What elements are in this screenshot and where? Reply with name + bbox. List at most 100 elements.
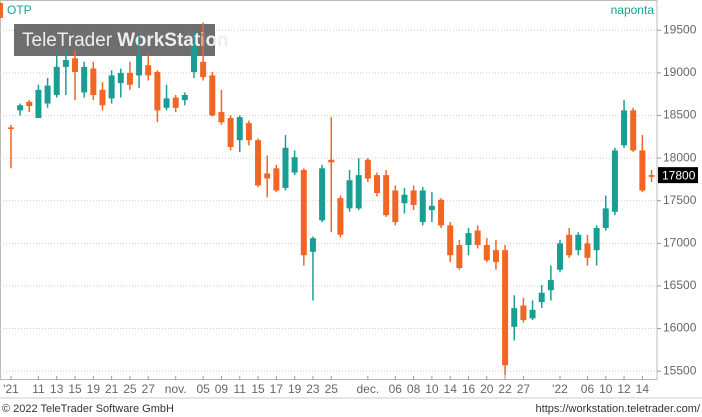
candle-body — [255, 140, 262, 186]
symbol-marker — [0, 3, 3, 18]
x-tick-label: 27 — [517, 382, 531, 396]
candle-body — [392, 190, 399, 223]
candle-body — [456, 245, 463, 269]
candle-body — [53, 66, 60, 96]
y-tick-label: 16000 — [663, 321, 697, 335]
candle-body — [300, 170, 307, 256]
candle-body — [611, 150, 618, 212]
x-tick-label: 12 — [617, 382, 631, 396]
candle-body — [502, 250, 509, 366]
candle-body — [337, 198, 344, 235]
x-tick-label: 25 — [123, 382, 137, 396]
candle-body — [401, 194, 408, 204]
x-tick-label: '21 — [3, 382, 19, 396]
candle-body — [566, 234, 573, 256]
candle-body — [547, 279, 554, 291]
candle-body — [90, 68, 97, 96]
y-tick-label: 17500 — [663, 193, 697, 207]
x-tick-label: 22 — [498, 382, 512, 396]
x-tick-label: 06 — [581, 382, 595, 396]
candle-body — [428, 205, 435, 211]
candle-body — [648, 175, 655, 177]
candle-body — [154, 71, 161, 111]
candle-body — [200, 61, 207, 78]
x-tick-label: 15 — [68, 382, 82, 396]
x-tick-label: 23 — [306, 382, 320, 396]
candle-body — [136, 54, 143, 76]
x-tick-label: 27 — [142, 382, 156, 396]
candle-body — [511, 308, 518, 327]
candle-body — [44, 85, 51, 104]
x-tick-label: 10 — [425, 382, 439, 396]
candle-body — [181, 95, 188, 101]
watermark-box — [14, 24, 215, 56]
candle-body — [639, 150, 646, 191]
copyright: © 2022 TeleTrader Software GmbH — [2, 403, 174, 415]
candles — [7, 22, 655, 376]
candle-body — [264, 173, 271, 179]
candle-body — [346, 180, 353, 209]
candle-body — [282, 147, 289, 188]
y-tick-label: 17000 — [663, 235, 697, 249]
candle-body — [236, 117, 243, 141]
x-tick-label: 05 — [196, 382, 210, 396]
x-tick-label: 15 — [251, 382, 265, 396]
x-tick-label: '22 — [552, 382, 568, 396]
x-tick-label: 25 — [325, 382, 339, 396]
candle-body — [355, 175, 362, 209]
candle-body — [309, 238, 316, 252]
candle-body — [209, 75, 216, 116]
x-tick-label: 14 — [444, 382, 458, 396]
candle-body — [584, 243, 591, 258]
candle-body — [319, 168, 326, 221]
candle-body — [410, 190, 417, 205]
candle-body — [7, 127, 14, 130]
candle-body — [575, 234, 582, 251]
y-tick-label: 15500 — [663, 363, 697, 377]
x-tick-label: 16 — [462, 382, 476, 396]
candle-body — [17, 105, 24, 111]
last-price-label: 17800 — [662, 168, 696, 182]
x-tick-label: 11 — [234, 382, 247, 396]
y-tick-label: 16500 — [663, 278, 697, 292]
candle-body — [474, 230, 481, 246]
chart-subtitle: naponta — [611, 3, 655, 17]
x-tick-label: 21 — [105, 382, 119, 396]
candle-body — [62, 60, 69, 67]
candle-body — [117, 72, 124, 84]
candle-body — [126, 72, 133, 85]
chart-title: OTP — [7, 3, 32, 17]
candle-body — [26, 101, 33, 107]
candle-body — [81, 66, 88, 93]
y-tick-label: 18500 — [663, 108, 697, 122]
last-price-box — [658, 167, 698, 184]
x-tick-label: 19 — [87, 382, 101, 396]
candle-body — [99, 89, 106, 106]
x-tick-label: 20 — [480, 382, 494, 396]
watermark: TeleTrader WorkStation — [22, 30, 229, 51]
x-tick-label: 19 — [288, 382, 302, 396]
plot-frame — [0, 0, 658, 380]
candle-body — [145, 65, 152, 76]
candle-body — [602, 208, 609, 228]
candle-body — [383, 175, 390, 216]
candle-body — [328, 159, 335, 163]
candle-body — [218, 112, 225, 123]
watermark-text: WorkStation — [117, 30, 229, 51]
candle-body — [163, 98, 170, 108]
x-tick-label: 09 — [215, 382, 229, 396]
y-tick-label: 19000 — [663, 65, 697, 79]
x-tick-label: 08 — [407, 382, 421, 396]
x-tick-label: 17 — [270, 382, 284, 396]
candle-body — [190, 45, 197, 72]
candle-body — [35, 89, 42, 119]
candle-body — [227, 118, 234, 148]
x-tick-label: 13 — [50, 382, 64, 396]
candle-body — [483, 245, 490, 261]
candle-body — [447, 225, 454, 256]
y-tick-label: 18000 — [663, 150, 697, 164]
candle-body — [538, 292, 545, 303]
candle-body — [492, 250, 499, 263]
